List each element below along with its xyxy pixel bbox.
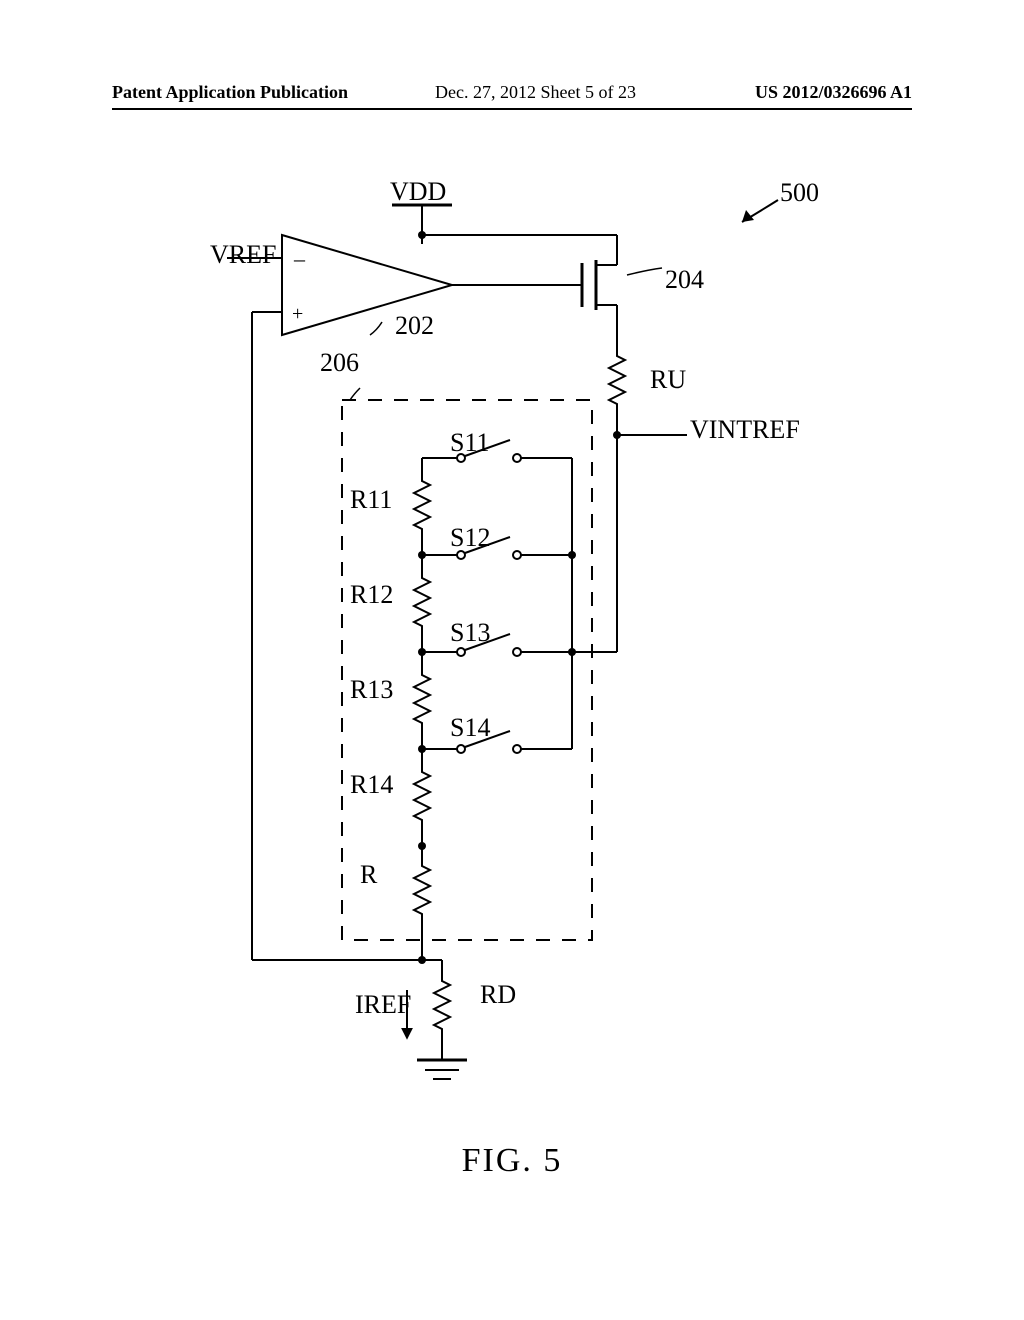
header-left: Patent Application Publication	[112, 82, 348, 103]
schematic-svg: – +	[62, 140, 962, 1190]
header-right: US 2012/0326696 A1	[755, 82, 912, 103]
svg-text:–: –	[293, 246, 306, 271]
svg-text:+: +	[292, 303, 303, 325]
header-middle: Dec. 27, 2012 Sheet 5 of 23	[435, 82, 636, 103]
header-rule	[112, 108, 912, 110]
page: Patent Application Publication Dec. 27, …	[0, 0, 1024, 1320]
